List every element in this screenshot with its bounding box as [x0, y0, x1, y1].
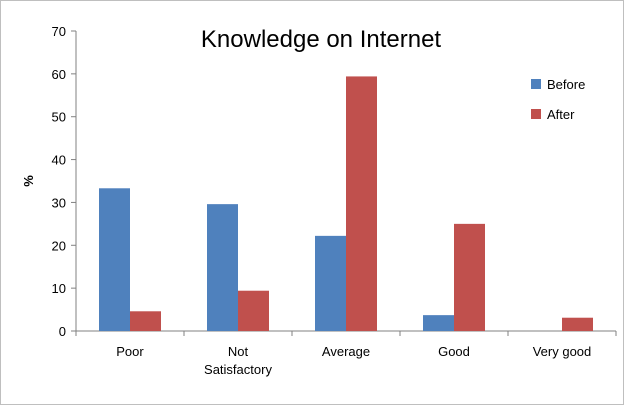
- x-category-label: Average: [322, 344, 370, 359]
- bar-before: [99, 188, 130, 331]
- legend: Before After: [531, 77, 585, 122]
- y-axis-label: %: [21, 175, 36, 187]
- y-tick-label: 30: [52, 195, 66, 210]
- bar-after: [562, 317, 593, 331]
- legend-label: After: [547, 107, 575, 122]
- x-axis: [75, 330, 617, 336]
- y-tick-label: 50: [52, 110, 66, 125]
- chart-title: Knowledge on Internet: [201, 26, 442, 53]
- y-axis: 0 10 20 30 40 50 60 70: [52, 24, 77, 339]
- y-tick-label: 20: [52, 238, 66, 253]
- bar-after: [130, 311, 161, 331]
- legend-label: Before: [547, 77, 585, 92]
- bar-after: [454, 223, 485, 331]
- bar-after: [238, 290, 269, 331]
- bar-after: [346, 76, 377, 331]
- legend-swatch: [531, 109, 541, 119]
- x-category-label: Good: [438, 344, 470, 359]
- x-category-label: Very good: [533, 344, 592, 359]
- category-labels: Poor Not Satisfactory Average Good Very good: [116, 344, 591, 377]
- y-tick-label: 10: [52, 281, 66, 296]
- y-tick-label: 0: [59, 324, 66, 339]
- bar-before: [315, 235, 346, 331]
- bar-before: [423, 315, 454, 331]
- y-tick-label: 40: [52, 153, 66, 168]
- x-category-label: Satisfactory: [204, 362, 272, 377]
- y-tick-label: 60: [52, 67, 66, 82]
- legend-swatch: [531, 79, 541, 89]
- bars: [99, 76, 593, 331]
- y-tick-label: 70: [52, 24, 66, 39]
- bar-before: [207, 204, 238, 331]
- x-category-label: Not: [228, 344, 249, 359]
- x-category-label: Poor: [116, 344, 144, 359]
